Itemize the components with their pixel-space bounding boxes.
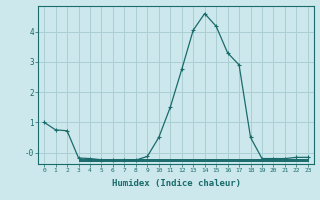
X-axis label: Humidex (Indice chaleur): Humidex (Indice chaleur) [111,179,241,188]
